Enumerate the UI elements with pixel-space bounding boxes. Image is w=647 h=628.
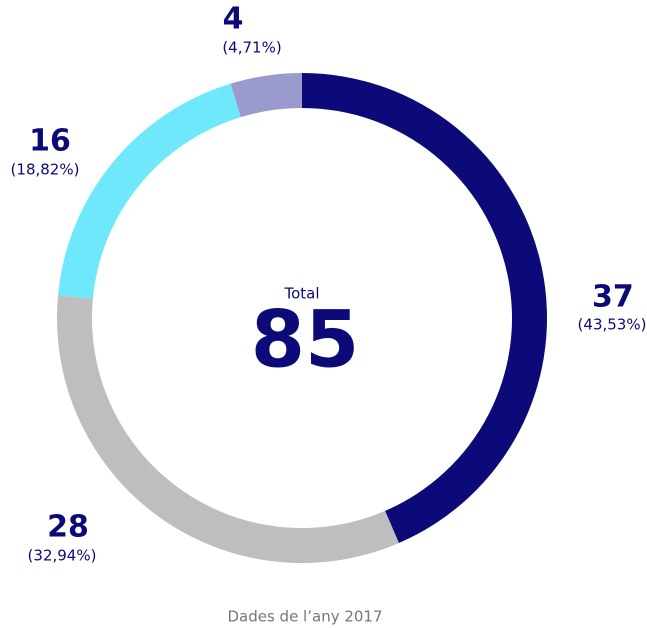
percent-label: (4,71%) — [222, 39, 281, 57]
value-label: 28 — [47, 510, 89, 545]
percent-label: (18,82%) — [11, 161, 80, 179]
percent-label: (43,53%) — [578, 316, 647, 334]
total-value: 85 — [251, 295, 360, 385]
footnote: Dades de l’any 2017 — [227, 608, 382, 626]
donut-segment — [56, 295, 399, 563]
donut-segment — [58, 83, 241, 299]
value-label: 4 — [223, 2, 244, 37]
value-label: 16 — [29, 124, 71, 159]
value-label: 37 — [592, 280, 634, 315]
percent-label: (32,94%) — [28, 547, 97, 565]
donut-segment — [230, 73, 302, 118]
donut-segment — [302, 73, 547, 544]
total-label: Total — [283, 285, 319, 303]
